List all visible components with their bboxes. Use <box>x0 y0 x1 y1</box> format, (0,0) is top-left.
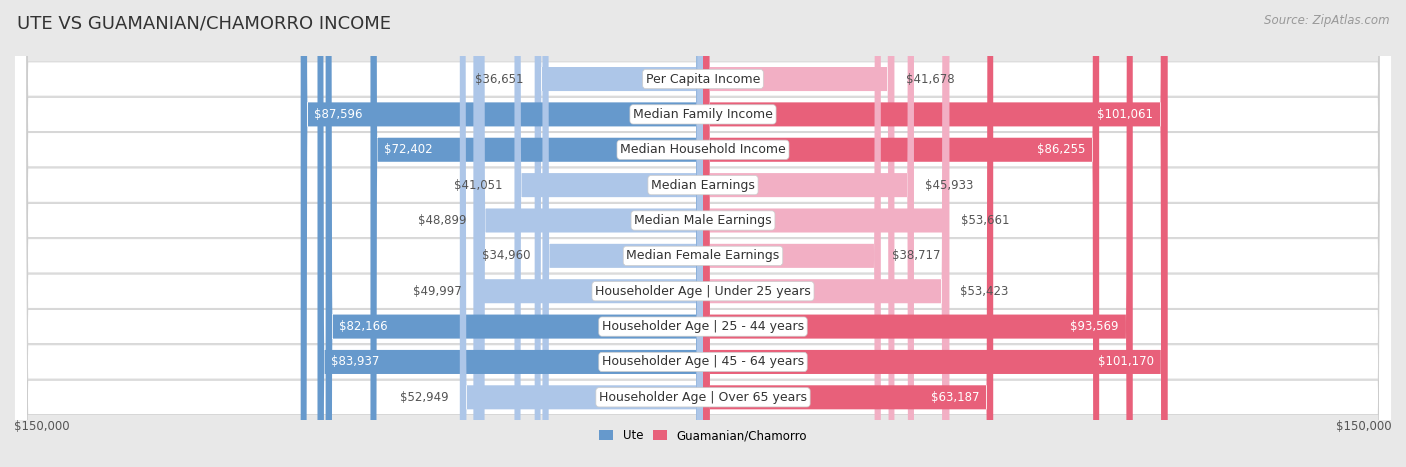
Text: $101,170: $101,170 <box>1098 355 1154 368</box>
Text: $72,402: $72,402 <box>384 143 433 156</box>
Text: Householder Age | 45 - 64 years: Householder Age | 45 - 64 years <box>602 355 804 368</box>
Text: Median Earnings: Median Earnings <box>651 178 755 191</box>
Text: $87,596: $87,596 <box>315 108 363 121</box>
FancyBboxPatch shape <box>14 0 1392 467</box>
Text: $38,717: $38,717 <box>893 249 941 262</box>
Text: Median Female Earnings: Median Female Earnings <box>627 249 779 262</box>
Text: Source: ZipAtlas.com: Source: ZipAtlas.com <box>1264 14 1389 27</box>
Text: Householder Age | Under 25 years: Householder Age | Under 25 years <box>595 285 811 298</box>
Text: $52,949: $52,949 <box>399 391 449 404</box>
Text: $45,933: $45,933 <box>925 178 974 191</box>
Text: $34,960: $34,960 <box>482 249 531 262</box>
Legend: Ute, Guamanian/Chamorro: Ute, Guamanian/Chamorro <box>595 425 811 447</box>
Text: $150,000: $150,000 <box>1336 420 1392 433</box>
FancyBboxPatch shape <box>703 0 880 467</box>
Text: Median Household Income: Median Household Income <box>620 143 786 156</box>
FancyBboxPatch shape <box>14 0 1392 467</box>
FancyBboxPatch shape <box>474 0 703 467</box>
FancyBboxPatch shape <box>14 0 1392 467</box>
FancyBboxPatch shape <box>326 0 703 467</box>
Text: $101,061: $101,061 <box>1098 108 1153 121</box>
Text: $83,937: $83,937 <box>332 355 380 368</box>
FancyBboxPatch shape <box>478 0 703 467</box>
FancyBboxPatch shape <box>14 0 1392 467</box>
Text: $86,255: $86,255 <box>1038 143 1085 156</box>
FancyBboxPatch shape <box>14 0 1392 467</box>
FancyBboxPatch shape <box>14 0 1392 467</box>
FancyBboxPatch shape <box>703 0 1167 467</box>
FancyBboxPatch shape <box>14 0 1392 467</box>
Text: $48,899: $48,899 <box>419 214 467 227</box>
FancyBboxPatch shape <box>460 0 703 467</box>
FancyBboxPatch shape <box>703 0 1099 467</box>
FancyBboxPatch shape <box>14 0 1392 467</box>
FancyBboxPatch shape <box>703 0 894 467</box>
Text: $93,569: $93,569 <box>1070 320 1119 333</box>
Text: $49,997: $49,997 <box>413 285 463 298</box>
FancyBboxPatch shape <box>703 0 949 467</box>
FancyBboxPatch shape <box>703 0 993 467</box>
FancyBboxPatch shape <box>703 0 914 467</box>
Text: $41,051: $41,051 <box>454 178 503 191</box>
Text: Median Male Earnings: Median Male Earnings <box>634 214 772 227</box>
Text: $150,000: $150,000 <box>14 420 70 433</box>
FancyBboxPatch shape <box>318 0 703 467</box>
Text: $53,661: $53,661 <box>960 214 1010 227</box>
Text: Householder Age | 25 - 44 years: Householder Age | 25 - 44 years <box>602 320 804 333</box>
Text: Median Family Income: Median Family Income <box>633 108 773 121</box>
FancyBboxPatch shape <box>370 0 703 467</box>
FancyBboxPatch shape <box>703 0 949 467</box>
FancyBboxPatch shape <box>14 0 1392 467</box>
Text: $36,651: $36,651 <box>475 72 523 85</box>
FancyBboxPatch shape <box>301 0 703 467</box>
Text: Householder Age | Over 65 years: Householder Age | Over 65 years <box>599 391 807 404</box>
FancyBboxPatch shape <box>515 0 703 467</box>
FancyBboxPatch shape <box>703 0 1167 467</box>
Text: $53,423: $53,423 <box>960 285 1008 298</box>
FancyBboxPatch shape <box>703 0 1133 467</box>
Text: UTE VS GUAMANIAN/CHAMORRO INCOME: UTE VS GUAMANIAN/CHAMORRO INCOME <box>17 14 391 32</box>
FancyBboxPatch shape <box>543 0 703 467</box>
Text: $41,678: $41,678 <box>905 72 955 85</box>
Text: Per Capita Income: Per Capita Income <box>645 72 761 85</box>
FancyBboxPatch shape <box>534 0 703 467</box>
Text: $63,187: $63,187 <box>931 391 980 404</box>
Text: $82,166: $82,166 <box>339 320 388 333</box>
FancyBboxPatch shape <box>14 0 1392 467</box>
